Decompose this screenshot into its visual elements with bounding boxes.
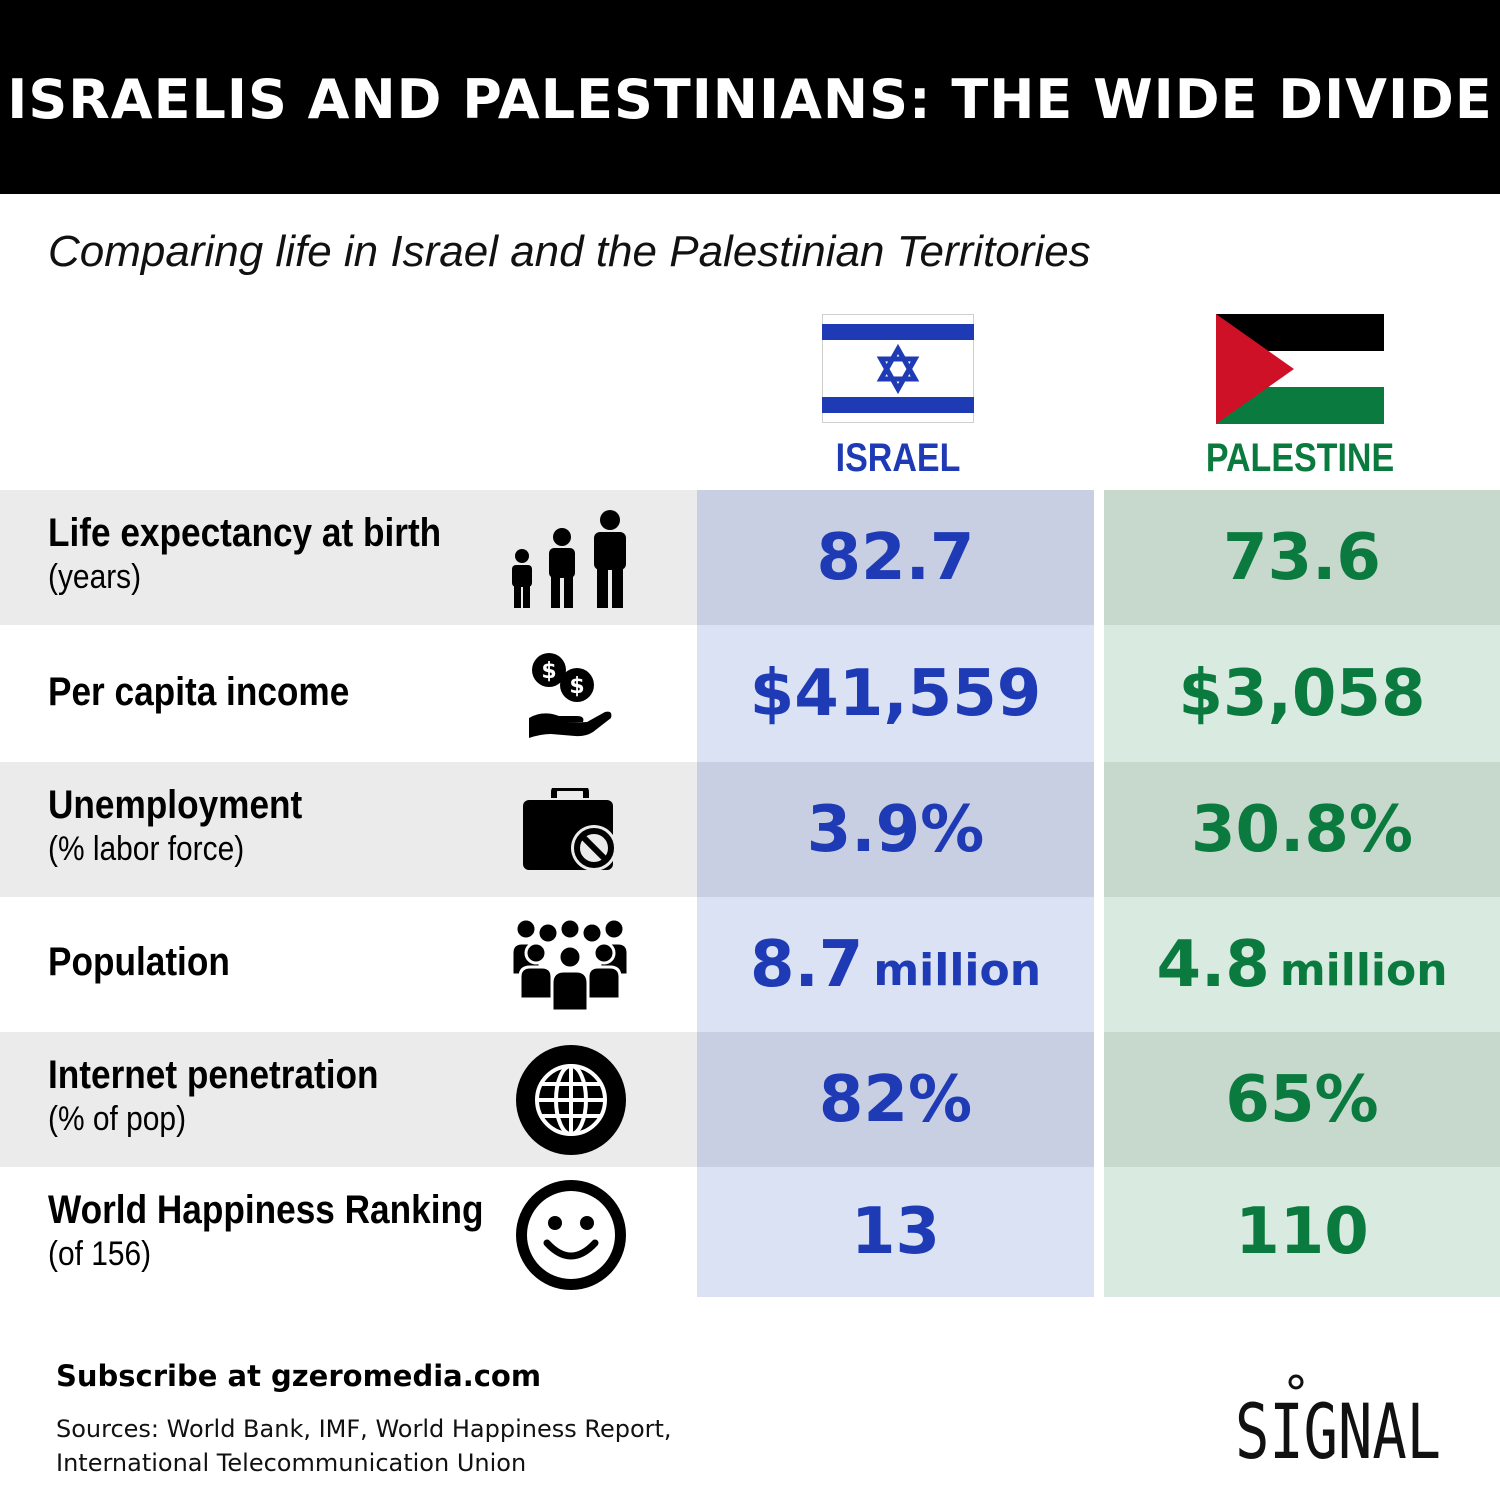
israel-value-number: 8.7	[749, 927, 864, 1002]
row-label-sub: (% labor force)	[48, 830, 245, 868]
palestine-value: 4.8 million	[1104, 897, 1500, 1032]
page-subtitle: Comparing life in Israel and the Palesti…	[48, 227, 1091, 276]
table-row-income: Per capita income $ $ $41,559 $3,058	[0, 625, 1500, 762]
israel-value: 3.9%	[806, 792, 985, 867]
money-hand-icon: $ $	[529, 653, 612, 738]
smiley-icon	[516, 1180, 626, 1290]
palestine-value: 65%	[1225, 1062, 1379, 1137]
row-label-main: Per capita income	[48, 670, 350, 714]
palestine-value: 30.8%	[1190, 792, 1414, 867]
row-label-main: Unemployment	[48, 783, 303, 827]
row-label: Internet penetration (% of pop)	[48, 1052, 379, 1140]
subscribe-text: Subscribe at gzeromedia.com	[56, 1359, 542, 1393]
palestine-flag-icon	[1216, 314, 1384, 424]
israel-value-unit: million	[873, 945, 1042, 996]
table-row-unemployment: Unemployment (% labor force) 3.9% 30.8%	[0, 762, 1500, 897]
table-row-happiness: World Happiness Ranking (of 156) 13 110	[0, 1167, 1500, 1297]
signal-logo: SIGNAL	[1235, 1374, 1441, 1464]
row-label: Per capita income	[48, 669, 349, 715]
row-label: Population	[48, 939, 230, 985]
palestine-value: $3,058	[1178, 656, 1426, 731]
israel-value: 8.7 million	[697, 897, 1094, 1032]
row-label-main: Internet penetration	[48, 1053, 379, 1097]
row-label: Life expectancy at birth (years)	[48, 510, 441, 598]
crowd-icon	[510, 917, 630, 1013]
table-row-population: Population 8.7 million 4.8 million	[0, 897, 1500, 1032]
table-row-internet: Internet penetration (% of pop) 82% 65%	[0, 1032, 1500, 1167]
signal-logo-text: SIGNAL	[1235, 1387, 1441, 1464]
israel-value: 82.7	[816, 520, 975, 595]
row-label-sub: (of 156)	[48, 1235, 152, 1273]
globe-icon	[516, 1045, 626, 1155]
svg-text:$: $	[541, 659, 556, 684]
briefcase-prohibited-icon	[523, 788, 617, 871]
row-label-main: Population	[48, 940, 230, 984]
row-label: World Happiness Ranking (of 156)	[48, 1187, 484, 1275]
palestine-value: 110	[1235, 1195, 1369, 1269]
israel-value: $41,559	[749, 656, 1042, 731]
page-title: ISRAELIS AND PALESTINIANS: THE WIDE DIVI…	[7, 68, 1493, 131]
israel-value: 13	[850, 1195, 941, 1269]
row-label-sub: (years)	[48, 558, 142, 596]
palestine-value: 73.6	[1223, 520, 1381, 595]
header-banner: ISRAELIS AND PALESTINIANS: THE WIDE DIVI…	[0, 0, 1500, 194]
israel-flag-icon	[822, 314, 974, 423]
column-header-palestine: PALESTINE	[1205, 436, 1395, 480]
row-label-main: Life expectancy at birth	[48, 511, 442, 555]
svg-text:$: $	[569, 674, 584, 699]
column-header-israel: ISRAEL	[835, 436, 961, 480]
israel-value: 82%	[818, 1062, 973, 1137]
family-icon	[512, 510, 626, 608]
sources-text: Sources: World Bank, IMF, World Happines…	[56, 1415, 672, 1477]
row-label-sub: (% of pop)	[48, 1100, 187, 1138]
palestine-value-number: 4.8	[1156, 927, 1270, 1002]
row-label-main: World Happiness Ranking	[48, 1188, 484, 1232]
palestine-value-unit: million	[1279, 945, 1448, 996]
row-label: Unemployment (% labor force)	[48, 782, 302, 870]
table-row-life-expectancy: Life expectancy at birth (years) 82.7 73…	[0, 490, 1500, 625]
